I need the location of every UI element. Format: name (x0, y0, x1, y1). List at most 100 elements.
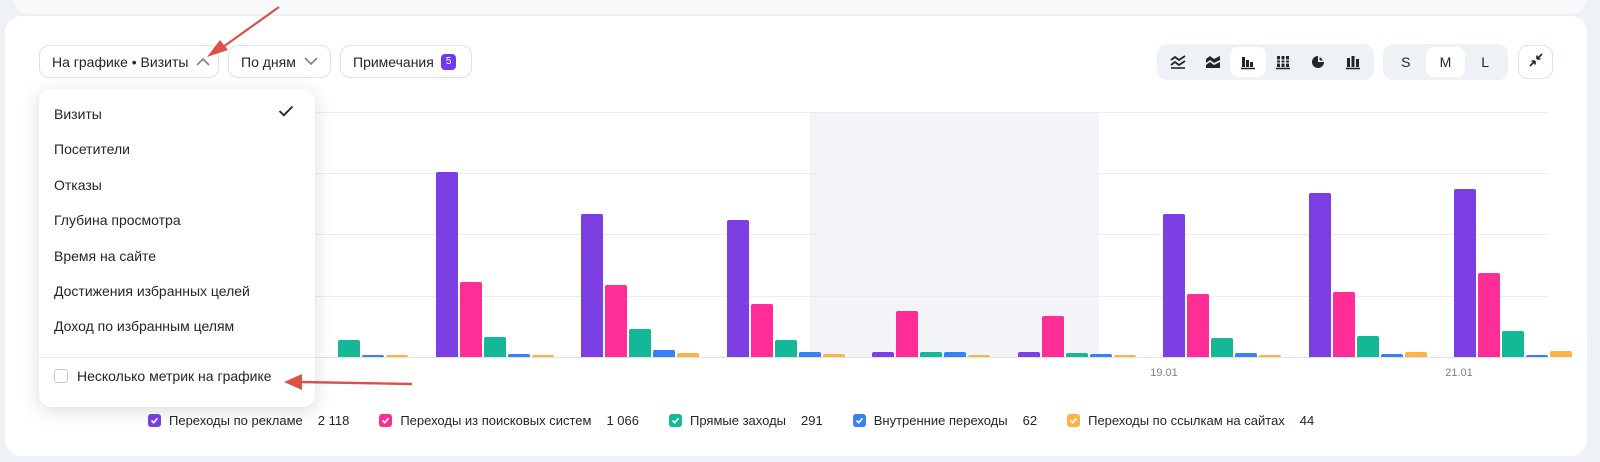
chart-bar[interactable] (629, 329, 651, 357)
chart-bar[interactable] (677, 353, 699, 357)
chart-bar[interactable] (1017, 351, 1040, 357)
legend-value: 44 (1299, 413, 1315, 428)
checkbox-checked-icon[interactable] (1067, 414, 1081, 427)
x-tick-label: 21.01 (1445, 367, 1473, 379)
chart-bar[interactable] (1187, 293, 1209, 357)
chart-bar[interactable] (1308, 192, 1331, 357)
dropdown-item-time-on-site[interactable]: Время на сайте (54, 248, 157, 264)
collapse-icon (1528, 52, 1544, 73)
legend-value: 1 066 (606, 413, 639, 428)
size-m-button[interactable]: M (1425, 47, 1466, 77)
metric-selector-label: На графике • Визиты (52, 53, 189, 70)
checkbox-checked-icon[interactable] (379, 414, 393, 427)
collapse-chart-button[interactable] (1518, 45, 1553, 79)
dropdown-item-visits[interactable]: Визиты (54, 106, 102, 122)
chart-bar[interactable] (1502, 330, 1524, 357)
legend-item[interactable]: Переходы по рекламе 2 118 (148, 413, 379, 428)
chart-bar[interactable] (581, 214, 603, 357)
legend-value: 2 118 (317, 413, 350, 428)
chevron-down-icon (304, 57, 318, 66)
chart-bar[interactable] (653, 350, 675, 357)
chart-bar[interactable] (1211, 338, 1233, 357)
checkbox-checked-icon[interactable] (669, 414, 682, 427)
legend-value: 291 (801, 413, 823, 428)
multi-metric-checkbox[interactable] (54, 368, 68, 383)
chart-bar[interactable] (726, 220, 749, 357)
chart-bar[interactable] (386, 354, 408, 357)
multi-metric-option[interactable]: Несколько метрик на графике (39, 358, 315, 393)
chart-bar[interactable] (872, 351, 894, 357)
chart-bar[interactable] (1454, 189, 1476, 357)
x-axis-baseline (310, 357, 1548, 358)
chart-bar[interactable] (1404, 352, 1427, 357)
chart-bar[interactable] (1550, 351, 1572, 357)
dropdown-item-depth[interactable]: Глубина просмотра (54, 212, 181, 228)
chart-bar[interactable] (968, 355, 990, 357)
chart-bar[interactable] (1065, 353, 1088, 357)
chart-bar[interactable] (483, 337, 506, 357)
chart-bar[interactable] (798, 352, 821, 357)
dropdown-item-revenue[interactable]: Доход по избранным целям (54, 318, 235, 334)
stacked-bar-icon[interactable] (1266, 47, 1301, 77)
chart-bar[interactable] (1380, 354, 1403, 357)
legend-label: Переходы по ссылкам на сайтах (1088, 413, 1285, 428)
chart-bar[interactable] (338, 340, 360, 357)
chevron-up-icon (196, 57, 211, 66)
legend-label: Переходы по рекламе (169, 413, 303, 428)
legend-label: Переходы из поисковых систем (400, 413, 592, 428)
legend-item[interactable]: Переходы из поисковых систем 1 066 (379, 413, 669, 428)
checkmark-icon (278, 104, 294, 122)
size-s-button[interactable]: S (1401, 54, 1411, 70)
multi-metric-label: Несколько метрик на графике (77, 367, 272, 384)
chart-bar[interactable] (1041, 316, 1064, 357)
metric-selector-button[interactable]: На графике • Визиты (39, 45, 219, 78)
chart-bar[interactable] (920, 351, 942, 357)
size-l-button[interactable]: L (1481, 54, 1490, 70)
chart-bar[interactable] (750, 304, 773, 357)
chart-bar[interactable] (605, 284, 627, 357)
pie-chart-icon[interactable] (1301, 47, 1336, 77)
period-selector-button[interactable]: По дням (228, 45, 331, 78)
chart-bar[interactable] (1163, 214, 1185, 357)
chart-bar[interactable] (1089, 354, 1112, 357)
period-selector-label: По дням (241, 53, 296, 70)
chart-bar[interactable] (507, 354, 530, 357)
chart-bar[interactable] (822, 354, 845, 357)
chart-bar[interactable] (944, 352, 966, 357)
chart-bar[interactable] (1526, 354, 1548, 357)
legend-item[interactable]: Переходы по ссылкам на сайтах 44 (1067, 413, 1344, 428)
gridline (310, 112, 1548, 113)
dropdown-divider (39, 357, 315, 358)
dropdown-item-visitors[interactable]: Посетители (54, 141, 130, 157)
legend-item[interactable]: Внутренние переходы 62 (852, 413, 1067, 428)
chart-type-switcher (1157, 44, 1374, 80)
chart-bar[interactable] (774, 339, 797, 357)
dropdown-item-bounces[interactable]: Отказы (54, 177, 102, 193)
chart-bar[interactable] (459, 282, 482, 357)
chart-bar[interactable] (1356, 335, 1379, 357)
chart-bar[interactable] (362, 354, 384, 357)
column-chart-icon[interactable] (1336, 47, 1371, 77)
line-chart-icon[interactable] (1160, 47, 1195, 77)
chart-bar[interactable] (1259, 355, 1281, 357)
notes-label: Примечания (353, 53, 434, 70)
chart-bar[interactable] (1478, 273, 1500, 357)
area-chart-icon[interactable] (1195, 47, 1230, 77)
gridline (310, 296, 1548, 297)
checkbox-checked-icon[interactable] (852, 414, 866, 427)
bar-chart-icon[interactable] (1230, 47, 1266, 77)
checkbox-checked-icon[interactable] (148, 414, 161, 427)
legend-item[interactable]: Прямые заходы 291 (669, 413, 853, 428)
chart-bar[interactable] (1113, 355, 1136, 357)
gridline (310, 234, 1548, 235)
dropdown-item-goals[interactable]: Достижения избранных целей (54, 283, 250, 299)
chart-bar[interactable] (1235, 353, 1257, 357)
notes-button[interactable]: Примечания 5 (340, 45, 472, 78)
chart-bar[interactable] (1332, 292, 1355, 357)
gridline (310, 173, 1548, 174)
chart-bar[interactable] (896, 311, 918, 357)
chart-bar[interactable] (435, 171, 458, 357)
legend-value: 62 (1022, 413, 1038, 428)
x-tick-label: 19.01 (1150, 367, 1178, 379)
chart-bar[interactable] (531, 355, 554, 357)
